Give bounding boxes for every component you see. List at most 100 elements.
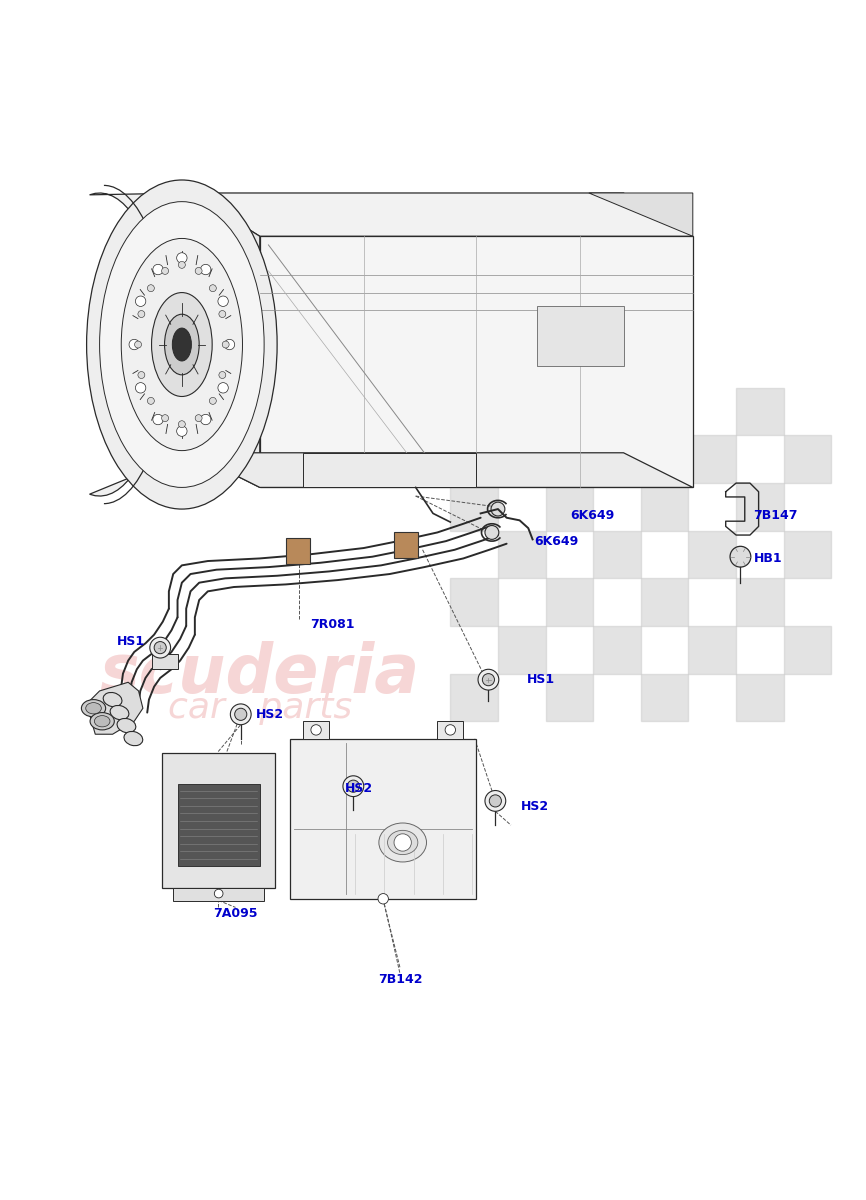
Ellipse shape [90, 713, 114, 730]
Circle shape [347, 780, 359, 792]
Circle shape [219, 372, 226, 378]
Circle shape [129, 340, 139, 349]
Bar [593, 530, 641, 578]
Circle shape [178, 262, 185, 269]
Ellipse shape [86, 703, 101, 714]
Bar [736, 388, 784, 436]
Text: 7A095: 7A095 [213, 907, 258, 920]
Circle shape [135, 383, 145, 394]
Bar [688, 626, 736, 673]
Circle shape [218, 383, 229, 394]
Text: HS2: HS2 [520, 799, 548, 812]
Circle shape [195, 268, 202, 275]
Bar [286, 538, 310, 564]
Bar [736, 484, 784, 530]
Polygon shape [290, 738, 476, 899]
Bar [641, 388, 688, 436]
Circle shape [394, 834, 411, 851]
Circle shape [223, 341, 229, 348]
Polygon shape [89, 193, 191, 496]
Polygon shape [162, 754, 275, 888]
Polygon shape [303, 452, 476, 487]
Text: HS2: HS2 [256, 708, 284, 721]
Circle shape [311, 725, 321, 736]
Circle shape [177, 253, 187, 263]
Text: 7B142: 7B142 [378, 973, 423, 986]
Polygon shape [173, 888, 264, 900]
Text: HS2: HS2 [345, 782, 372, 796]
Bar [450, 578, 498, 626]
Circle shape [485, 526, 499, 539]
Circle shape [478, 670, 499, 690]
Ellipse shape [117, 719, 136, 733]
Text: 7B147: 7B147 [753, 509, 798, 522]
Bar [546, 484, 593, 530]
Circle shape [162, 268, 169, 275]
Ellipse shape [110, 706, 129, 720]
Ellipse shape [87, 180, 277, 509]
Polygon shape [191, 452, 693, 487]
Text: scuderia: scuderia [100, 641, 420, 707]
Bar [450, 673, 498, 721]
Circle shape [135, 296, 145, 306]
Bar [593, 626, 641, 673]
Circle shape [218, 296, 229, 306]
Circle shape [152, 264, 163, 275]
Polygon shape [589, 193, 693, 236]
Circle shape [147, 397, 154, 404]
Circle shape [162, 415, 169, 421]
Circle shape [489, 794, 501, 806]
Polygon shape [537, 306, 624, 366]
Bar [450, 484, 498, 530]
Bar [784, 530, 831, 578]
Bar [498, 530, 546, 578]
Bar [736, 673, 784, 721]
Polygon shape [191, 193, 693, 236]
Text: 6K649: 6K649 [570, 509, 614, 522]
Bar [303, 721, 329, 738]
Bar [546, 388, 593, 436]
Bar [688, 530, 736, 578]
Bar [736, 578, 784, 626]
Text: 7R081: 7R081 [310, 618, 354, 631]
Circle shape [147, 284, 154, 292]
Bar [641, 578, 688, 626]
Ellipse shape [172, 328, 191, 361]
Ellipse shape [387, 830, 418, 854]
Bar [394, 533, 418, 558]
Ellipse shape [165, 314, 199, 374]
Bar [450, 388, 498, 436]
Circle shape [210, 397, 216, 404]
Polygon shape [178, 784, 260, 866]
Circle shape [214, 889, 223, 898]
Circle shape [482, 673, 494, 685]
Circle shape [219, 311, 226, 318]
Bar [784, 626, 831, 673]
Circle shape [200, 414, 210, 425]
Circle shape [230, 704, 251, 725]
Circle shape [445, 725, 456, 736]
Circle shape [485, 791, 506, 811]
Circle shape [195, 415, 202, 421]
Bar [688, 436, 736, 484]
Bar [498, 436, 546, 484]
Circle shape [378, 894, 388, 904]
Bar [641, 673, 688, 721]
Ellipse shape [81, 700, 106, 716]
Circle shape [138, 311, 145, 318]
Ellipse shape [103, 692, 122, 707]
Circle shape [178, 421, 185, 427]
Circle shape [150, 637, 171, 658]
Circle shape [491, 502, 505, 516]
Circle shape [343, 775, 364, 797]
Ellipse shape [379, 823, 426, 862]
Circle shape [177, 426, 187, 437]
Circle shape [152, 414, 163, 425]
Circle shape [200, 264, 210, 275]
Polygon shape [260, 236, 693, 487]
Ellipse shape [124, 732, 143, 745]
Bar [546, 673, 593, 721]
Bar [641, 484, 688, 530]
Bar [498, 626, 546, 673]
Text: 6K649: 6K649 [534, 535, 578, 548]
